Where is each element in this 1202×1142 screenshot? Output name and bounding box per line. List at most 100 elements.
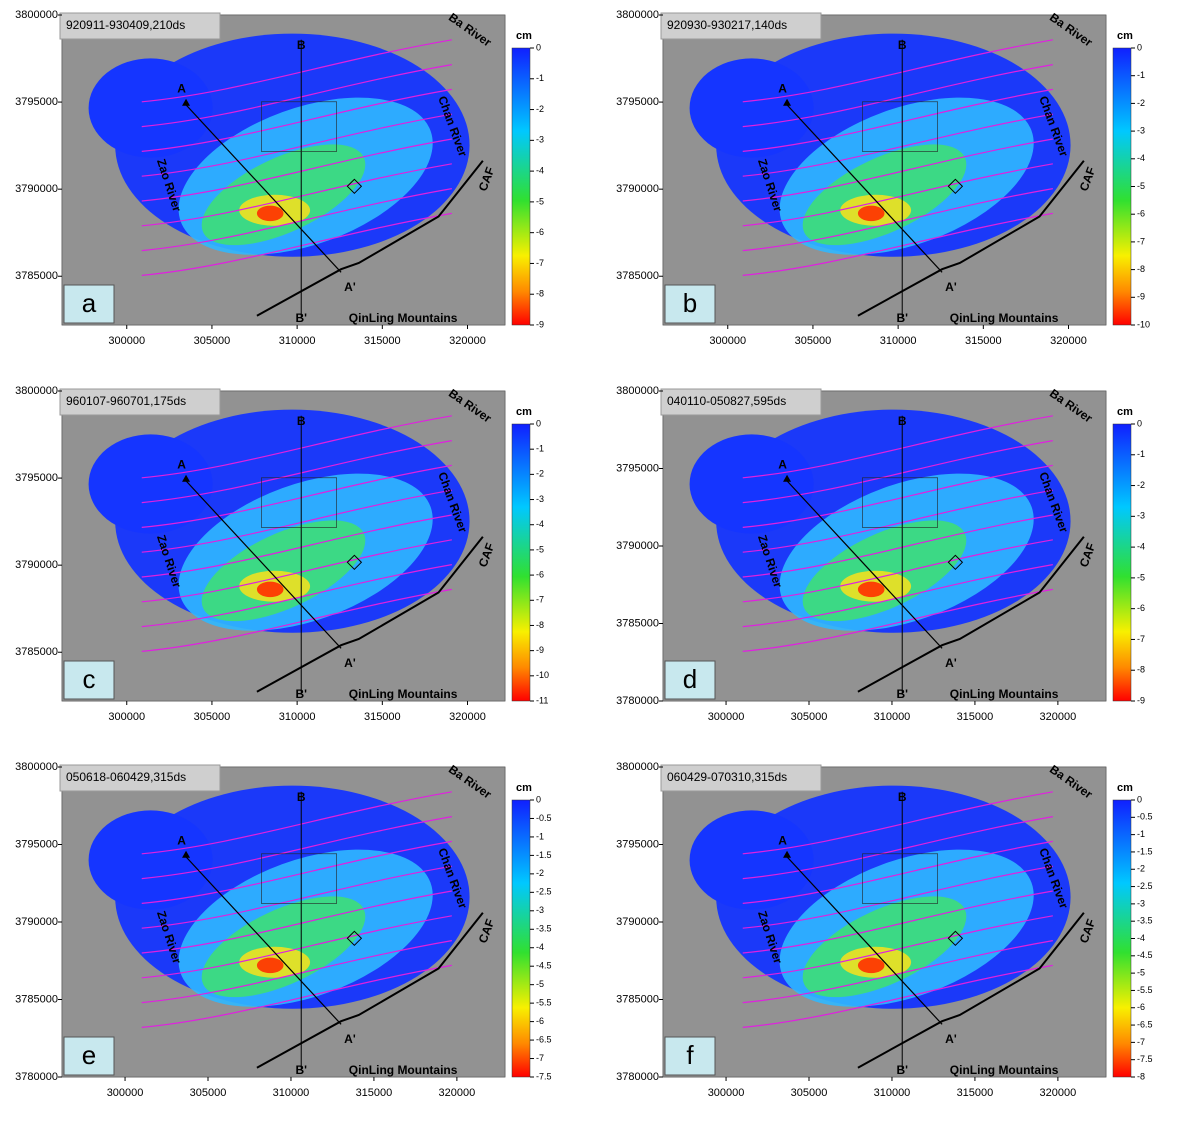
colorbar-tick-label: -10 — [536, 670, 549, 680]
colorbar-tick-label: -2 — [1137, 480, 1145, 490]
x-tick-label: 320000 — [1040, 711, 1077, 723]
x-tick-label: 300000 — [107, 1087, 144, 1099]
x-tick-label: 310000 — [273, 1087, 310, 1099]
x-tick-label: 315000 — [957, 1087, 994, 1099]
y-tick-label: 3795000 — [15, 472, 58, 484]
x-tick-label: 315000 — [356, 1087, 393, 1099]
colorbar-tick-label: -5 — [536, 196, 544, 206]
colorbar-tick-label: -1 — [1137, 829, 1145, 839]
map-label: B' — [896, 1063, 908, 1077]
map-label: A' — [344, 1032, 356, 1046]
colorbar-tick-label: -6.5 — [1137, 1019, 1153, 1029]
colorbar-tick-label: -9 — [1137, 695, 1145, 705]
colorbar-tick-label: -1.5 — [1137, 846, 1153, 856]
x-tick-label: 315000 — [364, 335, 401, 347]
panel-title: 920911-930409,210ds — [66, 18, 185, 32]
deformation-area — [690, 434, 814, 533]
x-tick-label: 305000 — [194, 711, 231, 723]
x-tick-label: 305000 — [795, 335, 832, 347]
map-label: QinLing Mountains — [950, 1063, 1059, 1077]
y-tick-label: 3790000 — [15, 559, 58, 571]
colorbar-tick-label: -5 — [536, 544, 544, 554]
x-tick-label: 320000 — [449, 335, 486, 347]
colorbar-tick-label: -3 — [536, 905, 544, 915]
map-label: A' — [945, 280, 957, 294]
colorbar-tick-label: -4 — [536, 165, 544, 175]
colorbar-tick-label: -5 — [1137, 968, 1145, 978]
colorbar-tick-label: -7.5 — [1137, 1054, 1153, 1064]
colorbar-tick-label: -7 — [1137, 236, 1145, 246]
map-label: A' — [945, 656, 957, 670]
colorbar-tick-label: -1.5 — [536, 850, 552, 860]
map-label: B' — [295, 311, 307, 325]
colorbar-tick-label: -6 — [536, 569, 544, 579]
colorbar-tick-label: -2.5 — [1137, 881, 1153, 891]
colorbar-tick-label: -2.5 — [536, 887, 552, 897]
colorbar-tick-label: -8 — [1137, 665, 1145, 675]
y-tick-label: 3785000 — [616, 617, 659, 629]
y-tick-label: 3785000 — [616, 993, 659, 1005]
map-label: A — [778, 82, 787, 96]
deformation-area — [89, 434, 213, 533]
panel-title: 050618-060429,315ds — [66, 770, 186, 784]
deformation-area — [257, 206, 284, 222]
map-label: A — [177, 834, 186, 848]
colorbar-tick-label: -7.5 — [536, 1071, 552, 1081]
colorbar-tick-label: -8 — [1137, 1071, 1145, 1081]
colorbar-tick-label: -6 — [536, 227, 544, 237]
colorbar-tick-label: -7 — [536, 258, 544, 268]
colorbar-tick-label: -1 — [536, 73, 544, 83]
colorbar-tick-label: -2 — [1137, 864, 1145, 874]
colorbar-tick-label: -2 — [536, 868, 544, 878]
map-label: B' — [896, 687, 908, 701]
colorbar-tick-label: -9 — [1137, 292, 1145, 302]
y-tick-label: 3790000 — [15, 916, 58, 928]
x-tick-label: 315000 — [965, 335, 1002, 347]
colorbar — [512, 424, 530, 701]
y-tick-label: 3785000 — [616, 270, 659, 282]
colorbar-unit: cm — [516, 782, 532, 794]
panel-letter: c — [83, 664, 96, 694]
colorbar-unit: cm — [516, 30, 532, 42]
y-tick-label: 3790000 — [616, 183, 659, 195]
y-tick-label: 3795000 — [616, 462, 659, 474]
map-label: A — [778, 458, 787, 472]
map-label: A — [177, 82, 186, 96]
colorbar-tick-label: -2 — [536, 469, 544, 479]
map-label: B — [297, 414, 306, 428]
colorbar-tick-label: -6 — [536, 1016, 544, 1026]
y-tick-label: 3785000 — [15, 646, 58, 658]
colorbar-tick-label: -3.5 — [536, 924, 552, 934]
x-tick-label: 300000 — [708, 1087, 745, 1099]
deformation-area — [690, 810, 814, 909]
y-tick-label: 3795000 — [15, 96, 58, 108]
x-tick-label: 305000 — [791, 1087, 828, 1099]
colorbar — [1113, 800, 1131, 1077]
colorbar-tick-label: -10 — [1137, 319, 1150, 329]
panel-letter: a — [82, 288, 97, 318]
colorbar-tick-label: -3.5 — [1137, 916, 1153, 926]
colorbar-unit: cm — [1117, 782, 1133, 794]
x-tick-label: 300000 — [108, 711, 145, 723]
y-tick-label: 3780000 — [616, 1071, 659, 1083]
y-tick-label: 3785000 — [15, 993, 58, 1005]
y-tick-label: 3790000 — [15, 183, 58, 195]
colorbar-tick-label: -5.5 — [536, 998, 552, 1008]
x-tick-label: 320000 — [439, 1087, 476, 1099]
y-tick-label: 3790000 — [616, 540, 659, 552]
map-label: QinLing Mountains — [349, 1063, 458, 1077]
colorbar-tick-label: -4 — [1137, 153, 1145, 163]
y-tick-label: 3795000 — [616, 96, 659, 108]
colorbar-tick-label: -7 — [1137, 634, 1145, 644]
y-tick-label: 3800000 — [616, 9, 659, 21]
colorbar-unit: cm — [1117, 30, 1133, 42]
colorbar-tick-label: -1 — [1137, 449, 1145, 459]
colorbar-tick-label: -4 — [536, 942, 544, 952]
colorbar-unit: cm — [516, 406, 532, 418]
x-tick-label: 310000 — [279, 335, 316, 347]
map-label: B' — [896, 311, 908, 325]
deformation-area — [257, 582, 284, 598]
map-label: QinLing Mountains — [950, 311, 1059, 325]
colorbar-tick-label: -5 — [1137, 181, 1145, 191]
deformation-area — [89, 58, 213, 157]
